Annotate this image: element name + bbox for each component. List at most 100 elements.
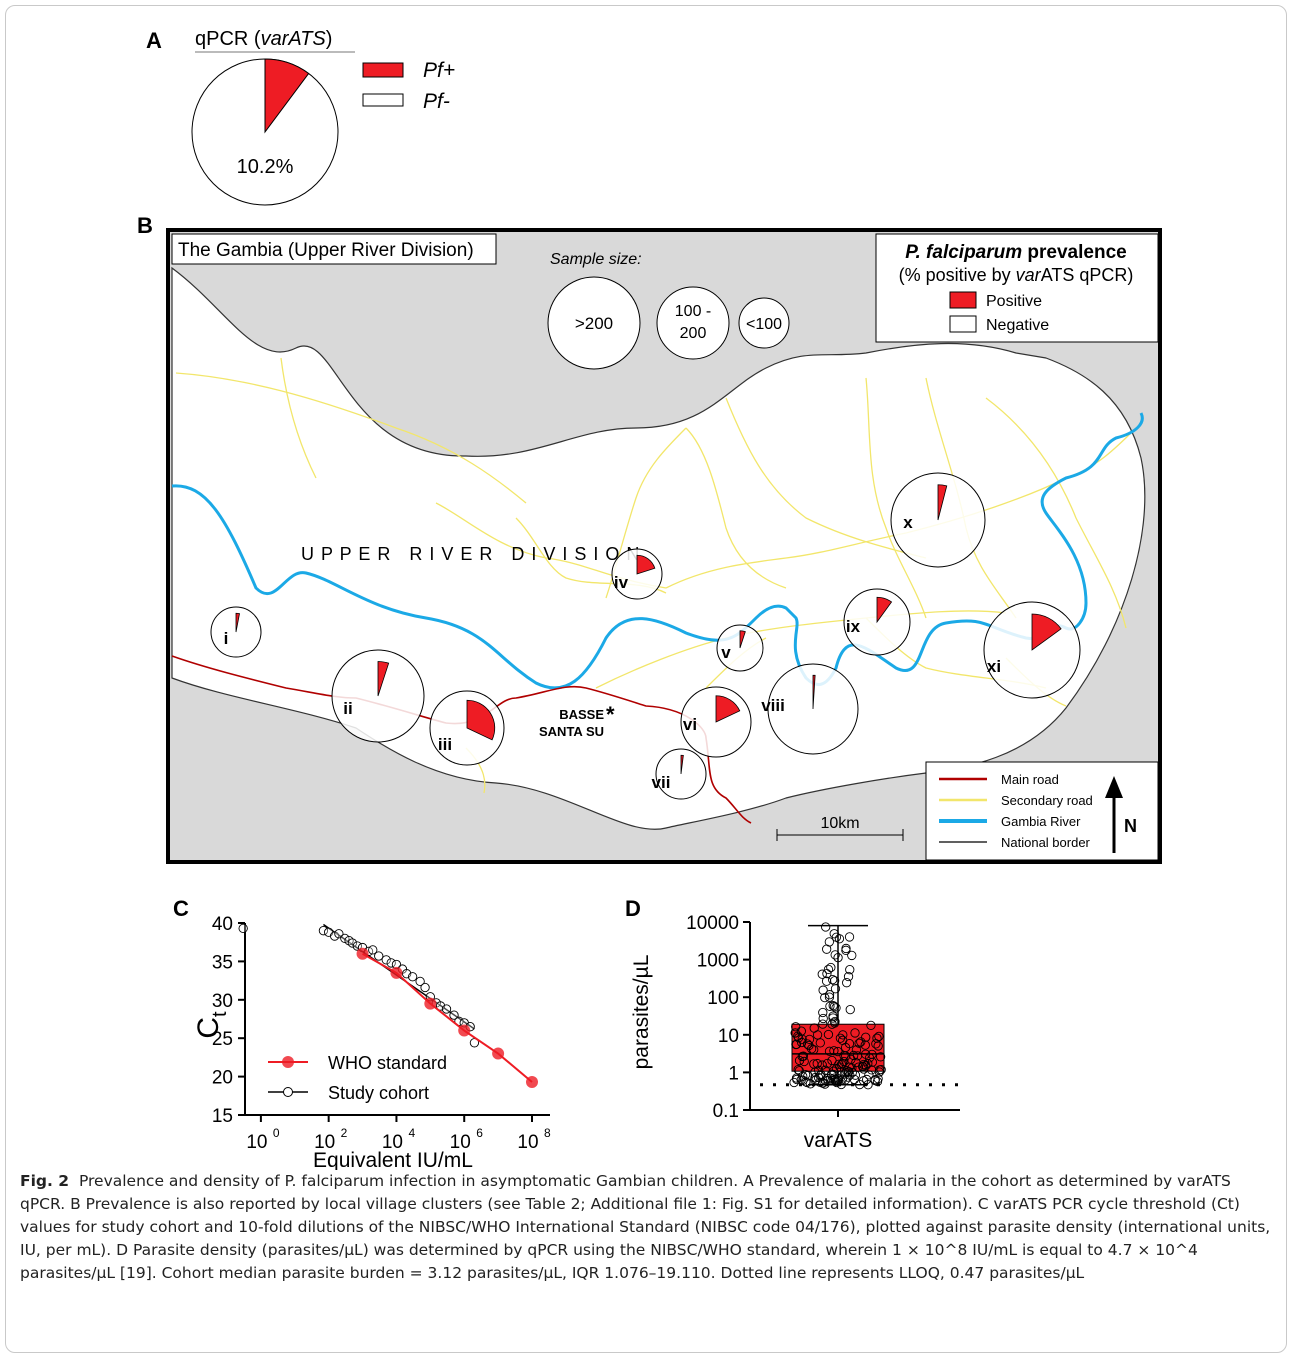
d-data-point xyxy=(847,950,857,961)
d-data-point xyxy=(828,1001,838,1011)
cluster-xi: xi xyxy=(983,601,1081,699)
cluster-label: x xyxy=(903,513,913,532)
d-data-point xyxy=(859,1064,869,1074)
d-ytick-label: 10000 xyxy=(686,913,739,934)
d-data-point xyxy=(872,1033,882,1043)
c-xtick-exp: 0 xyxy=(273,1126,280,1140)
c-cohort-point xyxy=(449,1010,459,1020)
panel-b-map: The Gambia (Upper River Division) Sample… xyxy=(166,228,1162,864)
c-ytick-label: 20 xyxy=(212,1068,233,1089)
d-data-point xyxy=(804,1034,815,1045)
sample-size-label: Sample size: xyxy=(550,251,642,268)
size-legend-small-label: <100 xyxy=(746,316,782,333)
panel-a-pie-chart: qPCR (varATS) 10.2% Pf+ Pf- xyxy=(191,28,455,206)
panel-b-letter: B xyxy=(137,213,153,238)
cluster-label: iv xyxy=(614,573,629,592)
d-data-point xyxy=(830,1018,840,1028)
cluster-slice xyxy=(235,612,240,633)
cluster-iv: iv xyxy=(611,548,663,600)
d-data-point xyxy=(823,964,834,975)
d-data-point xyxy=(790,1028,800,1038)
d-data-point xyxy=(825,1001,835,1011)
c-xtick-label: 10 xyxy=(382,1132,403,1153)
cluster-iii: iii xyxy=(429,690,505,766)
cluster-label: viii xyxy=(761,696,785,715)
cluster-slice xyxy=(377,661,390,697)
legend-swatch-negative xyxy=(362,93,404,107)
d-data-point xyxy=(823,1029,834,1040)
c-xtick-exp: 6 xyxy=(476,1126,483,1140)
cluster-vi: vi xyxy=(680,686,752,758)
scale-label: 10km xyxy=(820,815,859,832)
d-data-point xyxy=(815,1038,825,1048)
caption-text: Prevalence and density of P. falciparum … xyxy=(20,1172,1271,1282)
c-who-point xyxy=(458,1024,471,1037)
panel-a-letter: A xyxy=(146,28,162,53)
d-ytick-label: 100 xyxy=(707,988,739,1009)
c-cohort-point xyxy=(386,958,396,968)
d-data-point xyxy=(801,1077,811,1087)
d-data-point xyxy=(796,1026,807,1036)
cluster-slice xyxy=(636,554,656,575)
d-data-point xyxy=(870,1075,880,1086)
d-data-point xyxy=(831,1003,841,1013)
d-data-point xyxy=(830,950,840,960)
d-data-point xyxy=(811,1075,821,1085)
panel-d-axes: 10000 1000 100 10 1 0.1 xyxy=(686,913,960,1122)
cluster-label: ix xyxy=(846,617,861,636)
c-cohort-point xyxy=(415,976,425,987)
d-data-point xyxy=(793,1031,803,1041)
d-ytick-label: 1000 xyxy=(697,951,739,972)
c-cohort-point xyxy=(374,951,384,961)
panel-c-plot xyxy=(238,923,538,1088)
d-data-point xyxy=(842,978,852,988)
panel-c-ylabel: Ct xyxy=(192,1011,231,1039)
map-legend-label: Gambia River xyxy=(1001,814,1081,829)
d-data-point xyxy=(850,1028,860,1038)
c-ytick-label: 35 xyxy=(212,952,233,973)
town-label-santa-su: SANTA SU xyxy=(539,724,604,739)
c-who-line xyxy=(362,952,533,1083)
d-data-point xyxy=(833,953,843,963)
c-cohort-point xyxy=(381,955,391,965)
d-data-point xyxy=(833,1075,844,1085)
d-data-point xyxy=(841,945,851,955)
c-ytick-label: 30 xyxy=(212,991,233,1012)
panel-d-letter: D xyxy=(625,896,641,921)
prevalence-legend-box xyxy=(875,233,1159,343)
c-xtick-exp: 2 xyxy=(341,1126,348,1140)
panel-c-letter: C xyxy=(173,896,189,921)
c-who-point xyxy=(424,997,437,1010)
d-data-point xyxy=(851,1045,862,1055)
c-who-point xyxy=(390,966,403,979)
map-title: The Gambia (Upper River Division) xyxy=(178,240,474,261)
cluster-label: xi xyxy=(987,657,1001,676)
d-data-point xyxy=(827,1075,837,1086)
c-xtick-label: 10 xyxy=(517,1132,538,1153)
d-data-point xyxy=(874,1065,885,1075)
c-ytick-label: 40 xyxy=(212,914,233,935)
d-data-point xyxy=(873,1041,883,1051)
c-cohort-point xyxy=(407,972,418,982)
d-data-point xyxy=(828,974,838,985)
c-who-point xyxy=(526,1075,538,1088)
cluster-slice xyxy=(739,630,746,649)
d-data-point xyxy=(843,1072,853,1082)
d-data-point xyxy=(861,1032,871,1042)
cluster-slice xyxy=(937,484,948,521)
d-data-point xyxy=(841,943,851,954)
d-data-point xyxy=(818,1013,828,1024)
cluster-label: i xyxy=(224,629,229,648)
c-xtick-label: 10 xyxy=(450,1132,471,1153)
d-data-point xyxy=(809,1045,819,1055)
c-cohort-point xyxy=(238,923,248,934)
c-xtick-label: 10 xyxy=(246,1132,267,1153)
d-data-point xyxy=(821,922,831,932)
panel-d-plot xyxy=(760,922,960,1090)
pie-slice-positive xyxy=(264,58,310,134)
cluster-slice xyxy=(466,699,496,741)
d-data-point xyxy=(867,1049,877,1060)
d-data-point xyxy=(817,969,827,979)
negative-legend-label: Negative xyxy=(986,317,1049,334)
panel-c-axes: 40 35 30 25 20 15 10 0 10 2 10 4 10 6 10 8 xyxy=(212,914,551,1153)
